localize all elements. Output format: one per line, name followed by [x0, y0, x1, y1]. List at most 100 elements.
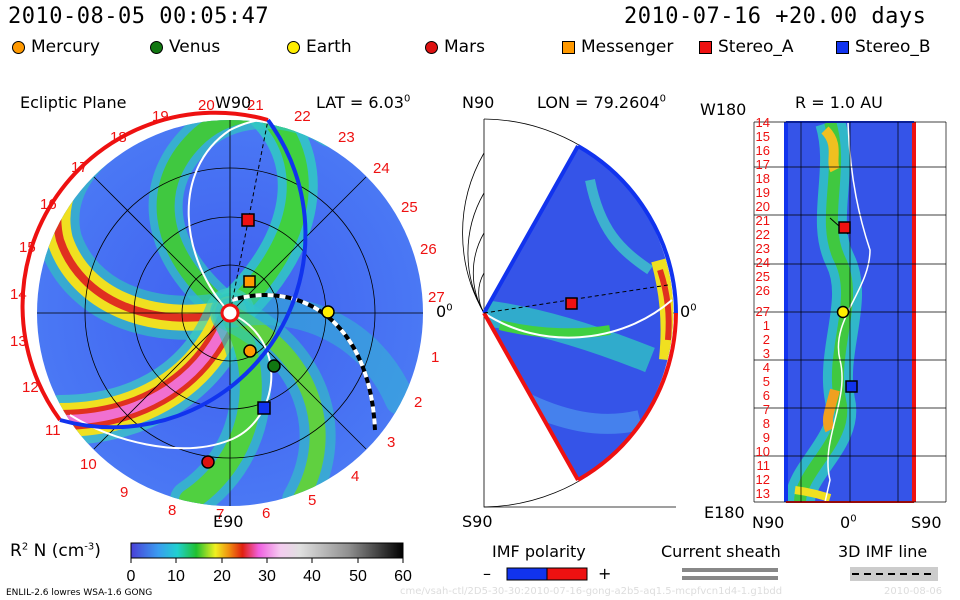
svg-text:27: 27 — [756, 304, 770, 319]
earth-strip-marker — [836, 305, 850, 319]
svg-text:22: 22 — [756, 227, 770, 242]
stereo-a-marker — [241, 213, 255, 227]
rot-label: 27 — [428, 289, 445, 306]
svg-text:9: 9 — [763, 430, 770, 445]
imf-3d-line-title: 3D IMF line — [838, 542, 928, 561]
svg-text:18: 18 — [756, 171, 770, 186]
svg-text:7: 7 — [763, 402, 770, 417]
rot-label: 13 — [10, 333, 27, 350]
rot-label: 21 — [247, 97, 264, 114]
svg-text:26: 26 — [756, 283, 770, 298]
rot-label: 19 — [152, 108, 169, 125]
mars-marker — [201, 455, 215, 469]
messenger-marker — [243, 275, 256, 288]
svg-text:10: 10 — [756, 444, 770, 459]
rot-label: 22 — [294, 108, 311, 125]
svg-text:24: 24 — [756, 255, 770, 270]
strip-x-left: N90 — [752, 513, 785, 532]
rot-label: 5 — [308, 492, 316, 509]
current-sheath-title: Current sheath — [661, 542, 781, 561]
rot-label: 8 — [168, 502, 176, 519]
svg-text:1: 1 — [763, 318, 770, 333]
mercury-marker-icon — [12, 40, 25, 54]
run-date: 2010-08-06 — [884, 586, 943, 597]
svg-text:12: 12 — [756, 472, 770, 487]
imf-plus-label: + — [598, 564, 612, 583]
meridional-top-label: N90 — [462, 93, 495, 112]
rot-label: 14 — [10, 286, 27, 303]
rotation-labels: 1 2 3 4 5 6 7 8 9 10 11 12 13 14 15 16 1… — [10, 97, 445, 523]
rot-label: 4 — [351, 468, 359, 485]
longitude-strip — [753, 121, 947, 503]
svg-text:2: 2 — [763, 332, 770, 347]
colorbar-tick: 60 — [394, 568, 412, 585]
rot-label: 17 — [71, 159, 88, 176]
rot-label: 18 — [110, 129, 127, 146]
lon-label: LON = 79.26040 — [537, 93, 667, 112]
venus-marker-icon — [150, 40, 163, 54]
svg-text:4: 4 — [763, 360, 770, 375]
svg-text:17: 17 — [756, 157, 770, 172]
imf-polarity-title: IMF polarity — [492, 542, 586, 561]
current-datetime: 2010-08-05 00:05:47 — [8, 4, 270, 29]
density-colorbar: 0 10 20 30 40 50 60 — [127, 542, 412, 585]
svg-text:15: 15 — [756, 129, 770, 144]
svg-text:5: 5 — [763, 374, 770, 389]
imf-minus-label: – — [483, 564, 491, 583]
strip-x-right: S90 — [911, 513, 942, 532]
imf-3d-line-key — [850, 567, 938, 581]
rot-label: 20 — [198, 97, 215, 114]
strip-x-mid: 00 — [840, 513, 857, 532]
strip-bottom-label: E180 — [704, 503, 745, 522]
ecliptic-top-label: W90 — [215, 93, 252, 112]
colorbar-tick: 30 — [258, 568, 276, 585]
stereo-b-strip-marker — [845, 380, 858, 393]
rot-label: 12 — [22, 379, 39, 396]
meridional-right-label: 00 — [680, 302, 697, 321]
svg-text:19: 19 — [756, 185, 770, 200]
mars-marker-icon — [425, 40, 438, 54]
model-info: ENLIL-2.6 lowres WSA-1.6 GONG — [6, 588, 153, 598]
rot-label: 2 — [414, 394, 422, 411]
svg-text:8: 8 — [763, 416, 770, 431]
rot-label: 10 — [80, 456, 97, 473]
legend-mars: Mars — [425, 37, 485, 57]
stereo-a-meridional-marker — [565, 297, 578, 310]
legend-earth: Earth — [287, 37, 352, 57]
meridional-bottom-label: S90 — [462, 512, 493, 531]
colorbar-tick: 40 — [303, 568, 321, 585]
svg-text:13: 13 — [756, 486, 770, 501]
rot-label: 9 — [120, 484, 128, 501]
legend-messenger: Messenger — [562, 37, 673, 57]
rot-label: 7 — [216, 506, 224, 523]
venus-marker — [267, 359, 281, 373]
imf-polarity-key — [506, 567, 588, 581]
rot-label: 25 — [401, 199, 418, 216]
mercury-marker — [243, 344, 257, 358]
svg-text:6: 6 — [763, 388, 770, 403]
rot-label: 3 — [387, 434, 395, 451]
current-sheath-key — [682, 567, 778, 581]
stereo-a-strip-marker — [838, 221, 851, 234]
earth-marker — [321, 305, 335, 319]
rot-label: 6 — [262, 505, 270, 522]
legend-stereo-a: Stereo_A — [699, 37, 794, 57]
run-id: cme/vsah-ctl/2D5-30-30:2010-07-16-gong-a… — [400, 586, 783, 597]
ecliptic-title: Ecliptic Plane — [20, 93, 127, 112]
strip-r-label: R = 1.0 AU — [795, 93, 883, 112]
svg-text:16: 16 — [756, 143, 770, 158]
earth-marker-icon — [287, 40, 300, 54]
ecliptic-plane-disk — [20, 110, 423, 506]
lat-label: LAT = 6.030 — [316, 93, 411, 112]
colorbar-tick: 20 — [213, 568, 231, 585]
legend-stereo-b: Stereo_B — [836, 37, 931, 57]
rot-label: 15 — [19, 239, 36, 256]
svg-text:23: 23 — [756, 241, 770, 256]
ecliptic-bottom-label: E90 — [213, 512, 244, 531]
ecliptic-right-label: 00 — [436, 302, 453, 321]
stereo-a-marker-icon — [699, 40, 712, 54]
messenger-marker-icon — [562, 40, 575, 54]
svg-text:14: 14 — [756, 115, 770, 130]
rot-label: 16 — [40, 196, 57, 213]
svg-text:25: 25 — [756, 269, 770, 284]
